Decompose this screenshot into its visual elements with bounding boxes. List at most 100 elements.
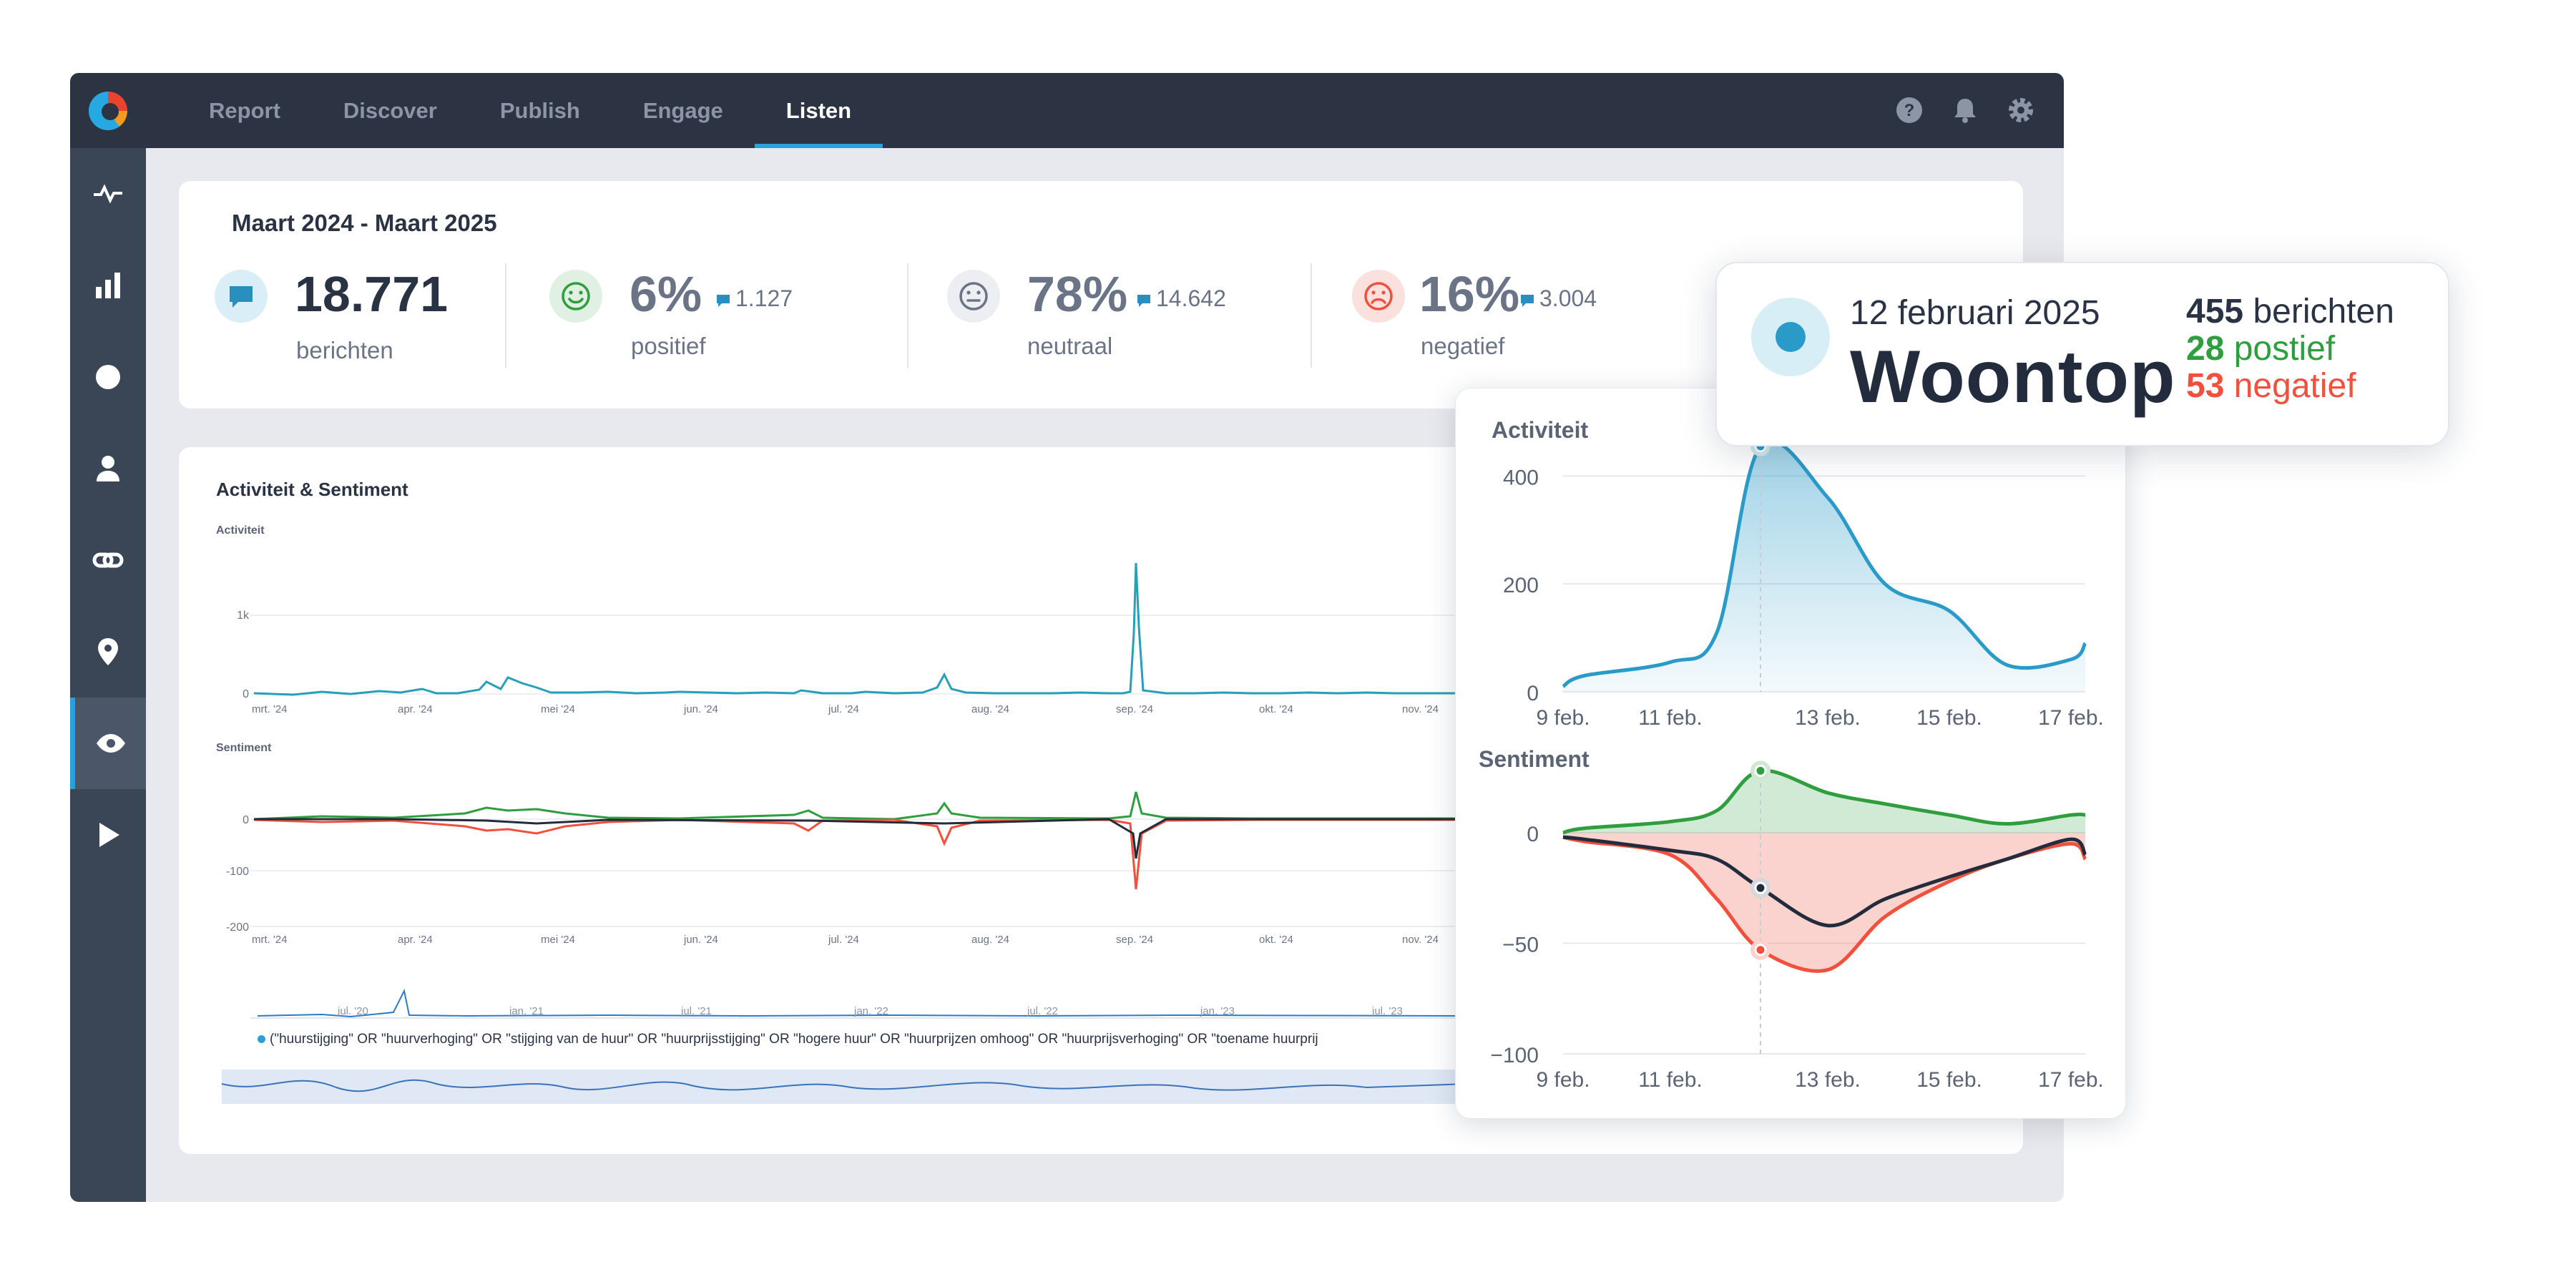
activity-x-tick: 15 feb. xyxy=(1916,706,1982,730)
sidebar-chart-icon[interactable] xyxy=(70,240,146,331)
tooltip-negative-label: negatief xyxy=(2233,367,2356,405)
query-text: ("huurstijging" OR "huurverhoging" OR "s… xyxy=(270,1032,1318,1047)
sidebar-circle-icon[interactable] xyxy=(70,331,146,423)
bell-icon[interactable] xyxy=(1951,96,1979,124)
negative-label: negatief xyxy=(1421,333,1505,359)
activity-area xyxy=(1563,441,2085,692)
tooltip-topic-name: Woontop xyxy=(1850,336,2176,419)
main-chart-svg: 1k 0 0 -100 -200 xyxy=(221,562,1466,1104)
negative-area xyxy=(1563,832,2085,972)
activity-x-tick: 9 feb. xyxy=(1536,706,1590,730)
month-label: sep. '24 xyxy=(1116,703,1154,715)
navigator-label: jan. '22 xyxy=(854,1005,888,1017)
activity-tick-0: 0 xyxy=(243,688,249,700)
sentiment-x-tick: 9 feb. xyxy=(1536,1068,1590,1092)
total-stat: 18.771 berichten xyxy=(215,265,451,373)
tooltip-messages-count: 455 xyxy=(2186,293,2244,331)
negative-count: 3.004 xyxy=(1519,285,1597,312)
neutral-count: 14.642 xyxy=(1136,285,1226,312)
month-label: mrt. '24 xyxy=(252,934,288,946)
navigator-label: jul. '22 xyxy=(1027,1005,1058,1017)
sentiment-x-tick: 11 feb. xyxy=(1638,1068,1703,1092)
month-label: okt. '24 xyxy=(1259,703,1293,715)
negative-count-value: 3.004 xyxy=(1539,285,1597,311)
tooltip-negative-count: 53 xyxy=(2186,367,2225,405)
tooltip-positive: 28 postief xyxy=(2186,329,2335,368)
legend-dot-icon xyxy=(258,1035,265,1044)
tooltip-messages-label: berichten xyxy=(2253,293,2394,331)
neutral-stat: 78% 14.642 neutraal xyxy=(947,265,1276,373)
nav-discover[interactable]: Discover xyxy=(343,98,437,123)
sidebar-location-icon[interactable] xyxy=(70,606,146,698)
neutral-label: neutraal xyxy=(1027,333,1113,359)
positive-stat: 6% 1.127 positief xyxy=(549,265,850,373)
sidebar-link-icon[interactable] xyxy=(70,514,146,606)
gear-icon[interactable] xyxy=(2007,96,2035,124)
navigator-label: jul. '21 xyxy=(681,1005,712,1017)
sentiment-mini-label: Sentiment xyxy=(216,742,272,754)
month-label: sep. '24 xyxy=(1116,934,1154,946)
positive-count-value: 1.127 xyxy=(735,285,793,311)
hover-tooltip: 12 februari 2025 Woontop 455 berichten 2… xyxy=(1715,262,2449,446)
month-label: mei '24 xyxy=(541,703,575,715)
month-label: okt. '24 xyxy=(1259,934,1293,946)
nav-listen[interactable]: Listen xyxy=(754,73,883,148)
query-legend[interactable]: ("huurstijging" OR "huurverhoging" OR "s… xyxy=(258,1032,1474,1047)
popup-activity-title: Activiteit xyxy=(1492,417,1589,443)
message-icon xyxy=(215,270,268,323)
sidebar-user-icon[interactable] xyxy=(70,423,146,514)
top-navigation-bar: Report Discover Publish Engage Listen ? xyxy=(70,73,2064,148)
nav-publish[interactable]: Publish xyxy=(499,98,580,123)
sentiment-y-tick: 0 xyxy=(1527,823,1539,846)
navigator-label: jan. '23 xyxy=(1200,1005,1235,1017)
sentiment-tick-minus-200: -200 xyxy=(226,921,249,934)
month-label: aug. '24 xyxy=(971,703,1009,715)
month-label: mei '24 xyxy=(541,934,575,946)
tooltip-negative: 53 negatief xyxy=(2186,366,2356,406)
month-label: nov. '24 xyxy=(1402,934,1439,946)
nav-report[interactable]: Report xyxy=(209,98,280,123)
neutral-face-icon xyxy=(947,270,1000,323)
sidebar-activity-icon[interactable] xyxy=(70,148,146,240)
tooltip-positive-count: 28 xyxy=(2186,330,2225,368)
svg-text:?: ? xyxy=(1904,101,1915,120)
sidebar-play-icon[interactable] xyxy=(70,789,146,881)
month-label: apr. '24 xyxy=(398,934,433,946)
help-icon[interactable]: ? xyxy=(1895,96,1924,124)
positive-count: 1.127 xyxy=(715,285,793,312)
activity-mini-label: Activiteit xyxy=(216,524,265,537)
nav-engage[interactable]: Engage xyxy=(642,98,723,123)
activity-y-tick: 0 xyxy=(1527,682,1539,705)
tooltip-positive-label: postief xyxy=(2233,330,2336,368)
sidebar xyxy=(70,148,146,1202)
month-label: mrt. '24 xyxy=(252,703,288,715)
sentiment-x-tick: 17 feb. xyxy=(2038,1068,2104,1092)
sentiment-y-tick: −50 xyxy=(1502,933,1539,957)
detail-charts-svg: 0 200 400 9 feb. 11 feb. 13 feb. 15 feb. 17 feb… xyxy=(1490,433,2104,1092)
divider xyxy=(907,263,909,368)
app-logo[interactable] xyxy=(89,92,127,130)
positive-line xyxy=(1562,768,2086,835)
sidebar-eye-icon[interactable] xyxy=(70,698,146,789)
net-marker xyxy=(1754,881,1767,894)
month-label: jul. '24 xyxy=(828,934,859,946)
net-main-line xyxy=(254,818,1466,859)
tooltip-date: 12 februari 2025 xyxy=(1850,294,2100,332)
sentiment-x-tick: 13 feb. xyxy=(1795,1068,1861,1092)
positive-label: positief xyxy=(631,333,706,359)
activity-x-tick: 17 feb. xyxy=(2038,706,2104,730)
tooltip-messages: 455 berichten xyxy=(2186,292,2394,331)
navigator-label: jul. '20 xyxy=(338,1005,368,1017)
detail-popup: Activiteit Sentiment 0 200 400 9 feb. 11 feb… xyxy=(1455,388,2126,1119)
popup-sentiment-title: Sentiment xyxy=(1479,746,1590,772)
top-icons: ? xyxy=(1895,96,2035,124)
positive-marker xyxy=(1754,764,1767,777)
month-label: jun. '24 xyxy=(684,934,718,946)
frown-icon xyxy=(1352,270,1405,323)
sentiment-y-tick: −100 xyxy=(1490,1044,1539,1067)
neutral-count-value: 14.642 xyxy=(1156,285,1226,311)
positive-percentage: 6% xyxy=(630,266,702,322)
activity-y-tick: 200 xyxy=(1503,574,1539,597)
month-label: aug. '24 xyxy=(971,934,1009,946)
month-axis-2: mrt. '24 apr. '24 mei '24 jun. '24 jul. … xyxy=(252,703,1468,718)
